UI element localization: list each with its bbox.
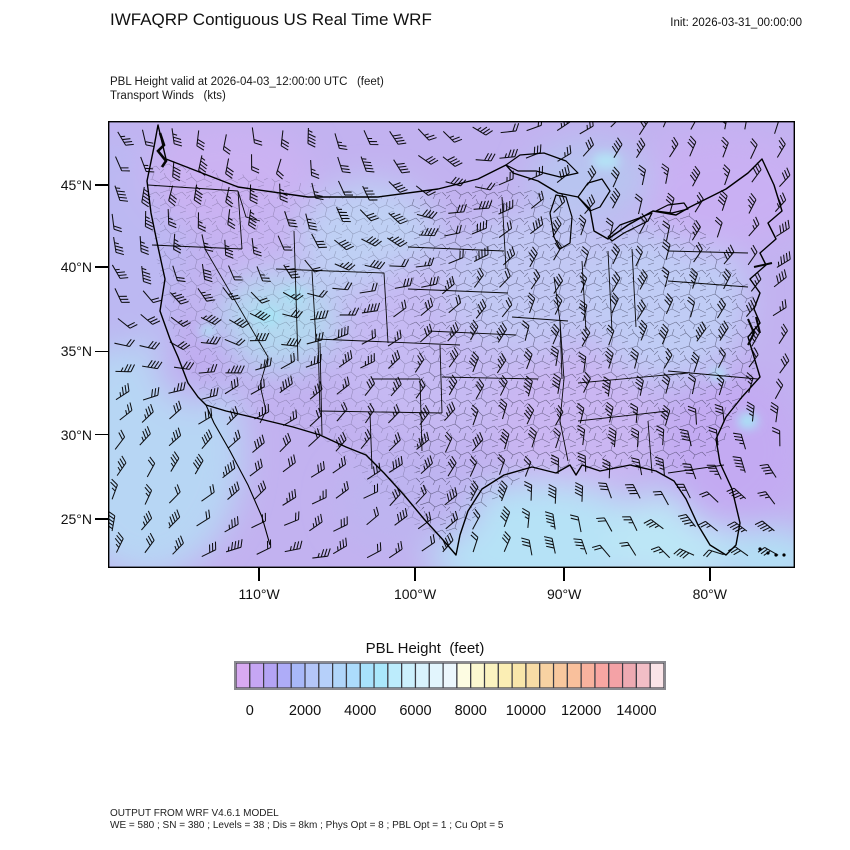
colorbar-segment: [649, 662, 665, 689]
county-boundaries-texture: [148, 161, 758, 541]
y-axis-tick-label: 35°N: [60, 343, 92, 360]
colorbar-segment: [552, 662, 568, 689]
colorbar-segment: [580, 662, 596, 689]
colorbar: [234, 661, 666, 690]
colorbar-segment: [497, 662, 513, 689]
colorbar-tick-label: 0: [245, 703, 254, 719]
colorbar-segment: [635, 662, 651, 689]
y-axis-tick-label: 25°N: [60, 510, 92, 527]
colorbar-segment: [318, 662, 334, 689]
colorbar-segment: [332, 662, 348, 689]
colorbar-segment: [387, 662, 403, 689]
footer-model-line: OUTPUT FROM WRF V4.6.1 MODEL: [110, 808, 279, 819]
colorbar-segment: [428, 662, 444, 689]
y-axis-tickmark: [95, 184, 108, 186]
colorbar-segment: [401, 662, 417, 689]
colorbar-segment: [566, 662, 582, 689]
colorbar-tick-label: 4000: [344, 703, 377, 719]
y-axis-tickmark: [95, 518, 108, 520]
colorbar-segment: [525, 662, 541, 689]
colorbar-title: PBL Height (feet): [365, 640, 485, 657]
colorbar-segment: [621, 662, 637, 689]
colorbar-segment: [594, 662, 610, 689]
state-boundaries: [147, 184, 759, 474]
colorbar-segment: [470, 662, 486, 689]
colorbar-segment: [235, 662, 251, 689]
x-axis-tickmark: [258, 568, 260, 581]
x-axis-tickmark: [709, 568, 711, 581]
colorbar-segment: [373, 662, 389, 689]
colorbar-segment: [290, 662, 306, 689]
colorbar-segment: [263, 662, 279, 689]
page-title: IWFAQRP Contiguous US Real Time WRF: [110, 10, 432, 29]
colorbar-segment: [483, 662, 499, 689]
y-axis-tick-label: 30°N: [60, 426, 92, 443]
colorbar-segment: [511, 662, 527, 689]
y-axis-tick-label: 45°N: [60, 176, 92, 193]
colorbar-segment: [249, 662, 265, 689]
map-frame: [108, 121, 795, 568]
colorbar-tick-label: 14000: [616, 703, 657, 719]
x-axis-tick-label: 80°W: [692, 586, 727, 602]
y-axis-tickmark: [95, 266, 108, 268]
x-axis-tick-label: 100°W: [393, 586, 437, 602]
x-axis-tick-label: 110°W: [238, 586, 280, 602]
colorbar-segment: [276, 662, 292, 689]
wind-barbs-layer: [108, 121, 791, 559]
colorbar-tick-label: 6000: [399, 703, 432, 719]
colorbar-tick-label: 2000: [288, 703, 322, 719]
colorbar-tick-label: 10000: [505, 703, 547, 719]
winds-units-label: Transport Winds (kts): [110, 90, 226, 102]
x-axis-tickmark: [563, 568, 565, 581]
x-axis-tickmark: [414, 568, 416, 581]
great-lakes-outlines: [505, 152, 689, 250]
y-axis-tickmark: [95, 350, 108, 352]
colorbar-segment: [539, 662, 555, 689]
colorbar-segment: [345, 662, 361, 689]
x-axis-tick-label: 90°W: [546, 586, 582, 602]
y-axis-tickmark: [95, 434, 108, 436]
conus-map-panel: [108, 121, 795, 568]
conus-map-canvas: [108, 121, 795, 568]
footer-config-line: WE = 580 ; SN = 380 ; Levels = 38 ; Dis …: [110, 820, 504, 831]
init-timestamp: Init: 2026-03-31_00:00:00: [670, 17, 802, 29]
valid-time-label: PBL Height valid at 2026-04-03_12:00:00 …: [110, 76, 384, 88]
colorbar-segment: [608, 662, 624, 689]
colorbar-segment: [304, 662, 320, 689]
colorbar-tick-label: 12000: [560, 703, 602, 719]
colorbar-segment: [456, 662, 472, 689]
colorbar-segment: [442, 662, 458, 689]
colorbar-segment: [359, 662, 375, 689]
colorbar-tick-label: 8000: [454, 703, 487, 719]
y-axis-tick-label: 40°N: [60, 259, 92, 276]
colorbar-segment: [414, 662, 430, 689]
